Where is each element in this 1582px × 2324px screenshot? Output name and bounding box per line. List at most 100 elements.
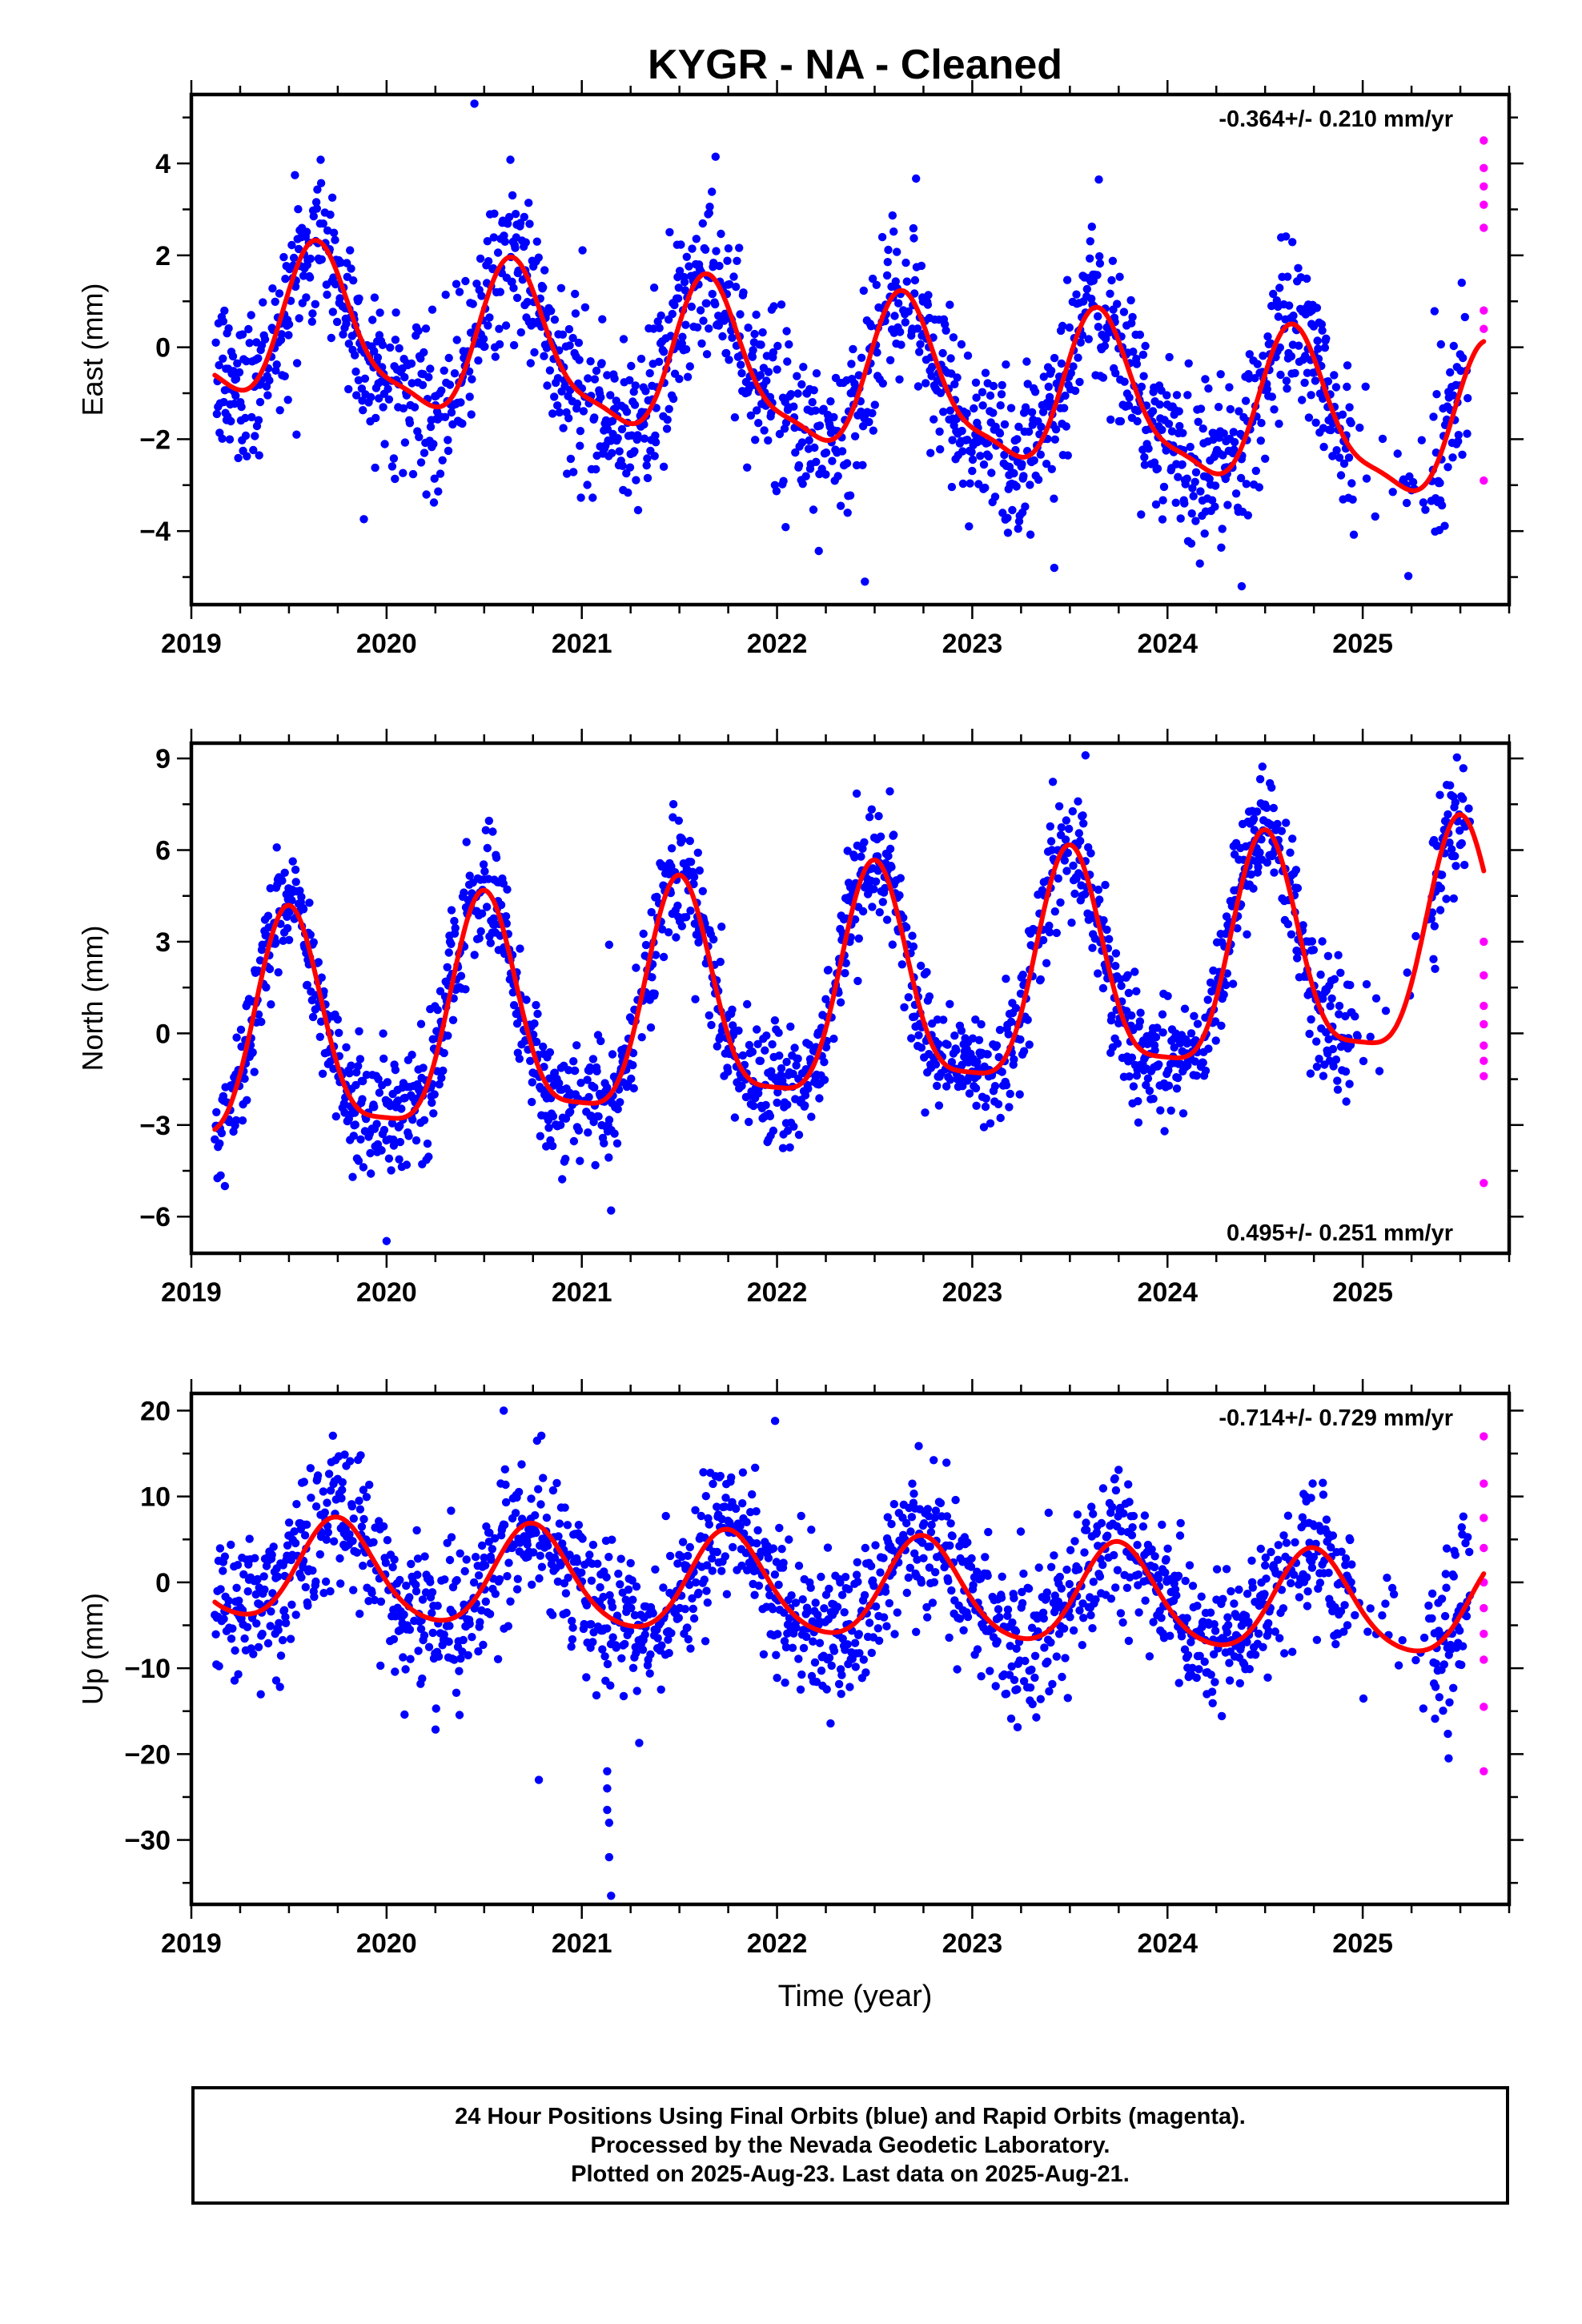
final-orbit-point [1069,861,1078,870]
final-orbit-point [303,1601,312,1610]
final-orbit-point [1318,326,1327,335]
final-orbit-point [1050,353,1059,363]
final-orbit-point [489,233,498,242]
final-orbit-point [946,406,955,415]
final-orbit-point [1062,422,1071,431]
final-orbit-point [344,384,353,394]
final-orbit-point [1303,274,1311,283]
final-orbit-point [420,448,429,457]
final-orbit-point [444,446,453,456]
final-orbit-point [773,341,782,351]
final-orbit-point [480,866,489,876]
final-orbit-point [291,865,300,875]
final-orbit-point [700,1575,709,1584]
final-orbit-point [1307,937,1317,946]
final-orbit-point [1445,838,1454,847]
final-orbit-point [1150,1046,1159,1055]
final-orbit-point [275,1683,284,1691]
final-orbit-point [528,1097,536,1107]
final-orbit-point [574,1126,584,1135]
final-orbit-point [1133,416,1142,426]
final-orbit-point [1323,377,1333,386]
final-orbit-point [485,313,494,322]
final-orbit-point [966,1562,976,1571]
final-orbit-point [400,438,410,447]
final-orbit-point [995,429,1005,438]
final-orbit-point [687,302,696,312]
final-orbit-point [395,1155,404,1164]
final-orbit-point [958,1082,967,1091]
final-orbit-point [370,1595,379,1605]
final-orbit-point [691,1506,700,1515]
final-orbit-point [1139,372,1148,380]
final-orbit-point [1046,837,1056,846]
rapid-orbit-point [1480,182,1488,191]
final-orbit-point [574,338,584,348]
final-orbit-point [260,1585,269,1594]
final-orbit-point [1113,300,1122,308]
final-orbit-point [702,1561,712,1570]
final-orbit-point [804,1606,813,1616]
final-orbit-point [420,348,428,357]
final-orbit-point [897,340,905,349]
final-orbit-point [615,447,624,456]
final-orbit-point [237,1042,246,1051]
final-orbit-point [347,264,355,273]
final-orbit-point [592,1067,601,1076]
final-orbit-point [297,1573,306,1582]
final-orbit-point [359,1486,368,1494]
final-orbit-point [1050,494,1058,503]
final-orbit-point [1125,1072,1134,1081]
final-orbit-point [256,1690,265,1699]
final-orbit-point [367,392,375,402]
final-orbit-point [1291,368,1299,378]
final-orbit-point [306,1464,315,1473]
final-orbit-point [968,1034,978,1043]
final-orbit-point [1226,404,1235,414]
final-orbit-point [1028,1699,1037,1709]
final-orbit-point [1127,1053,1137,1062]
final-orbit-point [1059,404,1069,412]
final-orbit-point [685,1580,694,1590]
final-orbit-point [219,317,228,326]
final-orbit-point [1038,408,1048,416]
final-orbit-point [418,380,428,389]
final-orbit-point [1124,988,1134,998]
final-orbit-point [645,1669,654,1678]
final-orbit-point [1327,994,1336,1003]
final-orbit-point [322,1535,331,1544]
final-orbit-point [630,447,639,456]
final-orbit-point [291,171,299,179]
final-orbit-point [725,279,734,289]
final-orbit-point [407,1559,416,1569]
final-orbit-point [536,1551,544,1560]
final-orbit-point [486,939,495,947]
final-orbit-point [233,1561,243,1570]
final-orbit-point [836,501,845,510]
final-orbit-point [882,1622,891,1630]
final-orbit-point [396,1626,405,1634]
final-orbit-point [545,1047,555,1057]
final-orbit-point [1081,751,1090,760]
final-orbit-point [1170,1043,1178,1052]
final-orbit-point [1312,304,1322,312]
final-orbit-point [1236,473,1246,483]
final-orbit-point [472,279,481,288]
final-orbit-point [596,392,605,402]
rapid-orbit-point [1480,223,1488,232]
final-orbit-point [1191,477,1199,486]
final-orbit-point [935,427,944,436]
final-orbit-point [690,919,699,928]
final-orbit-point [488,1545,496,1554]
final-orbit-point [1120,377,1129,386]
x-tick-label: 2022 [747,629,808,659]
final-orbit-point [875,908,885,917]
final-orbit-point [746,411,756,420]
final-orbit-point [1287,930,1296,939]
final-orbit-point [414,1647,423,1655]
final-orbit-point [1204,1044,1213,1053]
final-orbit-point [762,1031,771,1040]
final-orbit-point [396,1575,404,1585]
final-orbit-point [571,1066,580,1076]
final-orbit-point [254,416,263,424]
